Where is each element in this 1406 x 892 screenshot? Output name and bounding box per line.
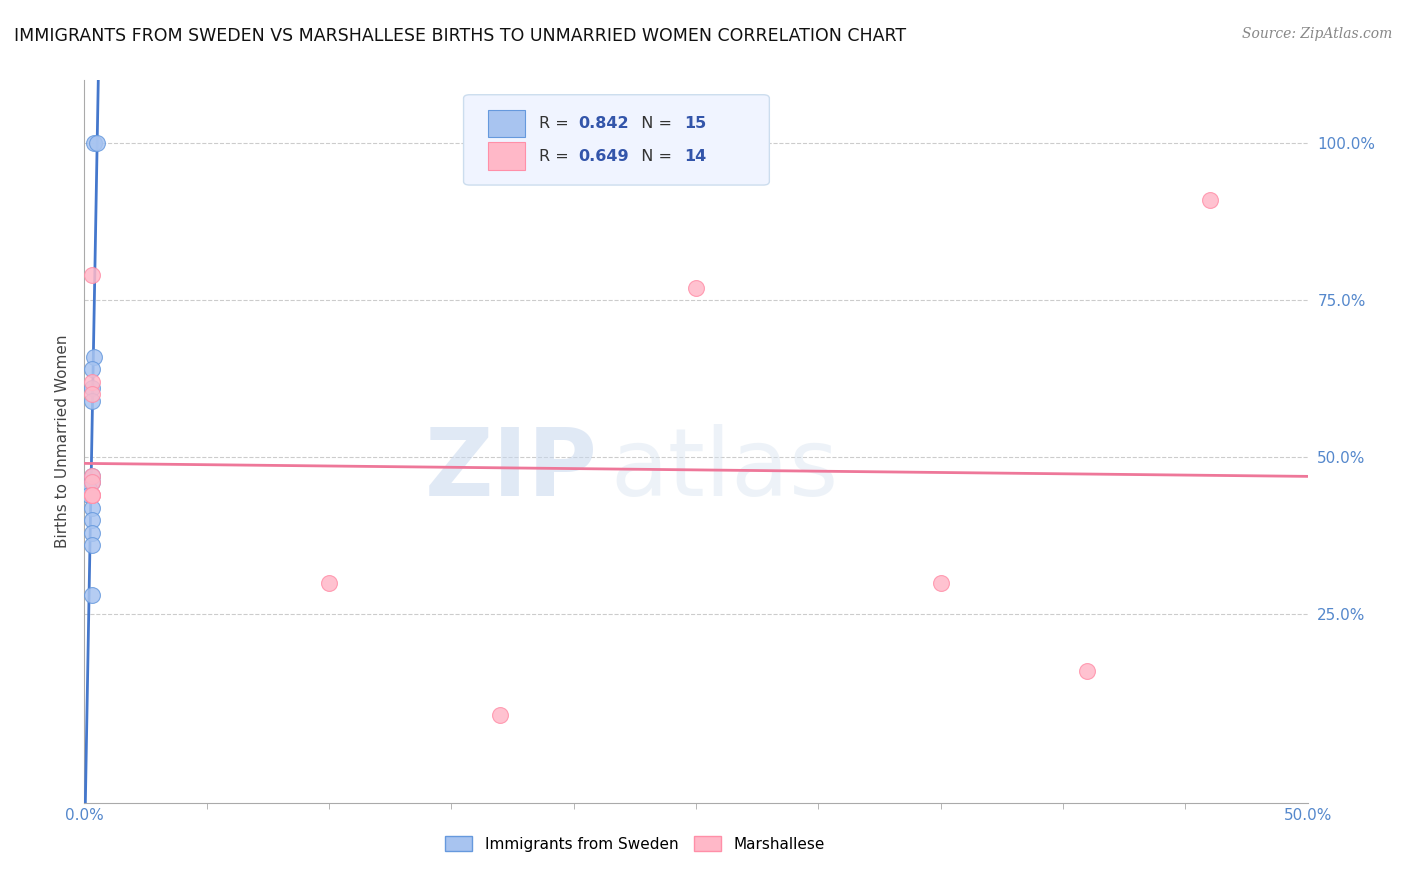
- Point: [80, 475, 103, 490]
- Text: R =: R =: [540, 116, 574, 131]
- Point: [80, 469, 103, 483]
- Point: [80, 538, 103, 552]
- Text: ZIP: ZIP: [425, 425, 598, 516]
- Point: [80, 393, 103, 408]
- Point: [80, 469, 103, 483]
- Text: N =: N =: [631, 149, 678, 163]
- Point: [83, 136, 105, 150]
- Point: [80, 488, 103, 502]
- Point: [80, 488, 103, 502]
- Point: [80, 488, 103, 502]
- Point: [80, 589, 103, 603]
- Text: R =: R =: [540, 149, 574, 163]
- Point: [80, 362, 103, 376]
- Point: [929, 575, 952, 590]
- FancyBboxPatch shape: [464, 95, 769, 185]
- Text: 15: 15: [683, 116, 706, 131]
- Point: [80, 475, 103, 490]
- Point: [489, 707, 512, 722]
- Point: [1076, 664, 1098, 678]
- Point: [80, 268, 103, 282]
- Y-axis label: Births to Unmarried Women: Births to Unmarried Women: [55, 334, 70, 549]
- Text: Source: ZipAtlas.com: Source: ZipAtlas.com: [1241, 27, 1392, 41]
- Text: IMMIGRANTS FROM SWEDEN VS MARSHALLESE BIRTHS TO UNMARRIED WOMEN CORRELATION CHAR: IMMIGRANTS FROM SWEDEN VS MARSHALLESE BI…: [14, 27, 907, 45]
- Point: [318, 575, 340, 590]
- Point: [1198, 193, 1220, 207]
- Text: 0.842: 0.842: [578, 116, 628, 131]
- Point: [685, 280, 707, 294]
- Point: [80, 387, 103, 401]
- Text: 0.649: 0.649: [578, 149, 628, 163]
- Point: [80, 500, 103, 515]
- Point: [77, 482, 100, 496]
- Text: N =: N =: [631, 116, 678, 131]
- Text: atlas: atlas: [610, 425, 838, 516]
- Point: [86, 136, 108, 150]
- Point: [80, 375, 103, 389]
- FancyBboxPatch shape: [488, 110, 524, 137]
- Point: [83, 350, 105, 364]
- Legend: Immigrants from Sweden, Marshallese: Immigrants from Sweden, Marshallese: [440, 832, 830, 856]
- Point: [80, 381, 103, 395]
- Text: 14: 14: [683, 149, 706, 163]
- Point: [77, 488, 100, 502]
- FancyBboxPatch shape: [488, 143, 524, 169]
- Point: [80, 513, 103, 527]
- Point: [80, 525, 103, 540]
